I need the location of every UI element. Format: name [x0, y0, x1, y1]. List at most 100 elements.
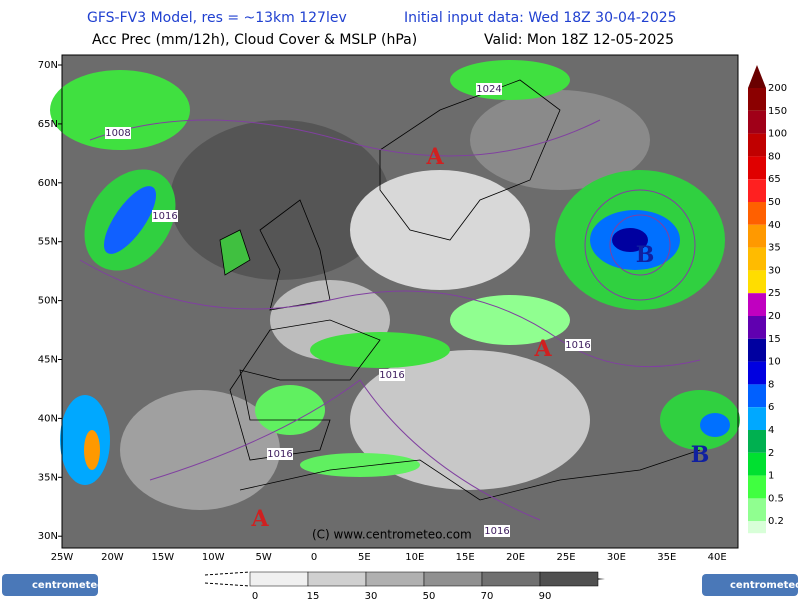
- precip-label: 2: [768, 448, 774, 459]
- isobar-label: 1024: [476, 84, 501, 95]
- coastline: [229, 319, 381, 461]
- precip-label: 6: [768, 402, 774, 413]
- lat-label: 55N: [38, 237, 58, 248]
- pressure-center: A: [425, 144, 444, 170]
- cloud-label: 90: [539, 591, 552, 600]
- precip-label: 10: [768, 357, 781, 368]
- cloud-swatch: [481, 571, 541, 587]
- pressure-center: A: [533, 336, 552, 362]
- precip-swatch: [748, 384, 766, 408]
- colorbar-arrow: [748, 65, 766, 88]
- precip-swatch: [748, 179, 766, 202]
- precip-swatch: [748, 133, 766, 157]
- pressure-center: B: [636, 242, 655, 268]
- logo-left: centrometeo: [2, 574, 104, 596]
- precip-label: 15: [768, 334, 781, 345]
- cloudbar-arrow-left: [204, 571, 251, 587]
- precip: [450, 295, 570, 345]
- precip: [255, 385, 325, 435]
- cloud-label: 30: [365, 591, 378, 600]
- lon-label: 20E: [506, 552, 525, 563]
- header-product: Acc Prec (mm/12h), Cloud Cover & MSLP (h…: [92, 32, 417, 48]
- isobar: [584, 189, 696, 301]
- lon-label: 10E: [405, 552, 424, 563]
- precip-label: 0.2: [768, 516, 784, 527]
- logo-box: [2, 574, 98, 596]
- lon-label: 40E: [708, 552, 727, 563]
- ireland: [219, 229, 251, 276]
- lon-label: 10W: [202, 552, 225, 563]
- precip-label: 8: [768, 379, 774, 390]
- lat-label: 45N: [38, 355, 58, 366]
- logo-box: [702, 574, 798, 596]
- precip-swatch: [748, 452, 766, 476]
- cloud: [120, 390, 280, 510]
- lon-label: 20W: [101, 552, 124, 563]
- precip-label: 1: [768, 471, 774, 482]
- cloud-label: 0: [252, 591, 258, 600]
- lon-label: 5E: [358, 552, 371, 563]
- cloud-label: 70: [481, 591, 494, 600]
- lon-label: 15W: [151, 552, 174, 563]
- precip: [84, 430, 100, 470]
- lon-label: 0: [311, 552, 317, 563]
- precip-swatch: [748, 224, 766, 248]
- precip: [612, 228, 648, 252]
- cloud: [350, 170, 530, 290]
- header-model: GFS-FV3 Model, res = ~13km 127lev: [87, 10, 347, 26]
- cloud-swatch: [307, 571, 367, 587]
- lat-label: 30N: [38, 531, 58, 542]
- precip-label: 20: [768, 311, 781, 322]
- precip-label: 0.5: [768, 493, 784, 504]
- lon-label: 35E: [657, 552, 676, 563]
- precip-swatch: [748, 430, 766, 453]
- precip-swatch: [748, 316, 766, 339]
- precip: [103, 186, 157, 254]
- precip-label: 25: [768, 288, 781, 299]
- lon-label: 25W: [51, 552, 74, 563]
- pressure-center: B: [691, 442, 710, 468]
- isobar: [79, 259, 701, 368]
- isobar-label: 1016: [267, 449, 292, 460]
- precip-swatch: [748, 88, 766, 111]
- logo-text: centrometeo: [32, 580, 104, 591]
- cloud-swatch: [365, 571, 425, 587]
- isobar-label: 1016: [152, 211, 177, 222]
- precip-swatch: [748, 202, 766, 225]
- precip-swatch: [748, 475, 766, 499]
- precip-label: 50: [768, 197, 781, 208]
- lat-label: 40N: [38, 413, 58, 424]
- isobar-label-bg: [476, 83, 502, 95]
- lat-label: 35N: [38, 472, 58, 483]
- pressure-center: A: [250, 506, 269, 532]
- precip-swatch: [748, 293, 766, 316]
- isobar-label-bg: [105, 127, 131, 139]
- lat-label: 70N: [38, 60, 58, 71]
- header-valid: Valid: Mon 18Z 12-05-2025: [484, 32, 674, 48]
- lat-label: 65N: [38, 119, 58, 130]
- precip-label: 30: [768, 265, 781, 276]
- isobar: [149, 379, 541, 521]
- lon-label: 30E: [607, 552, 626, 563]
- header-init: Initial input data: Wed 18Z 30-04-2025: [404, 10, 677, 26]
- precip-swatch: [748, 247, 766, 271]
- precip-swatch: [748, 156, 766, 180]
- isobar-label-bg: [484, 525, 510, 537]
- map-frame: [61, 54, 739, 549]
- precip-label: 35: [768, 243, 781, 254]
- africa-coast: [239, 449, 701, 501]
- precip-label: 65: [768, 174, 781, 185]
- isobar-label-bg: [152, 210, 178, 222]
- precip-swatch: [748, 270, 766, 294]
- isobar: [89, 119, 601, 157]
- precip-swatch: [748, 498, 766, 522]
- isobar-label: 1016: [379, 370, 404, 381]
- logo-right: centrometeo: [702, 574, 800, 596]
- precip: [700, 413, 730, 437]
- isobar-label-bg: [379, 369, 405, 381]
- lon-label: 15E: [456, 552, 475, 563]
- precip-label: 200: [768, 83, 787, 94]
- precip-label: 80: [768, 151, 781, 162]
- precip-label: 40: [768, 220, 781, 231]
